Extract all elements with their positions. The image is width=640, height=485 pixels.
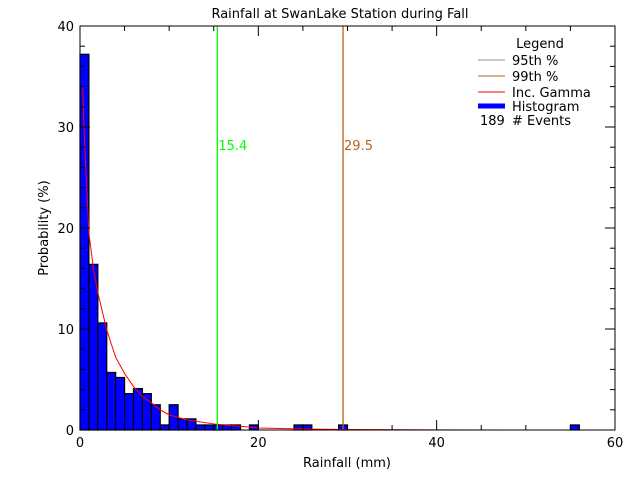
legend-title: Legend [516, 37, 564, 52]
x-tick-label: 40 [428, 436, 445, 451]
y-tick-label: 40 [57, 20, 74, 35]
gamma-curve [82, 86, 616, 431]
percentile-label-0: 15.4 [218, 139, 247, 154]
y-tick-label: 30 [57, 121, 74, 136]
percentile-label-1: 29.5 [344, 139, 373, 154]
histogram-bar-2 [97, 322, 108, 431]
histogram-bar-3 [106, 371, 117, 431]
histogram-bar-7 [141, 393, 152, 431]
y-tick-label: 0 [66, 424, 74, 439]
gamma-curve-group [82, 86, 616, 431]
histogram-bar-1 [88, 263, 99, 431]
legend-histogram-label: Histogram [512, 100, 579, 115]
histogram-bar-14 [204, 424, 215, 431]
histogram-bar-5 [123, 393, 135, 431]
y-tick-label: 20 [57, 222, 74, 237]
y-axis-label: Probability (%) [37, 180, 52, 275]
legend-gamma-label: Inc. Gamma [512, 86, 591, 101]
histogram-bar-15 [213, 424, 224, 431]
histogram-bar-22 [569, 424, 580, 431]
y-tick-label: 10 [57, 323, 74, 338]
x-axis-label: Rainfall (mm) [303, 456, 391, 471]
x-tick-label: 0 [76, 436, 84, 451]
legend: Legend 95th % 99th % Inc. Gamma Histogra… [478, 37, 591, 129]
legend-99th-label: 99th % [512, 70, 558, 85]
x-tick-label: 60 [607, 436, 624, 451]
axis-ticks: 0 20 40 60 0 10 20 30 40 [57, 20, 623, 451]
histogram-bar-0 [79, 53, 90, 431]
legend-95th-label: 95th % [512, 54, 558, 69]
histogram-bar-4 [115, 376, 126, 431]
legend-events-count: 189 [480, 114, 505, 129]
histogram-bar-9 [159, 424, 170, 431]
histogram-bars [79, 53, 580, 431]
chart-title: Rainfall at SwanLake Station during Fall [211, 7, 468, 22]
histogram-bar-11 [177, 418, 188, 431]
x-tick-label: 20 [250, 436, 267, 451]
percentile-lines: 15.4 29.5 [216, 26, 373, 430]
legend-events-label: # Events [512, 114, 571, 129]
histogram-bar-13 [195, 424, 206, 431]
